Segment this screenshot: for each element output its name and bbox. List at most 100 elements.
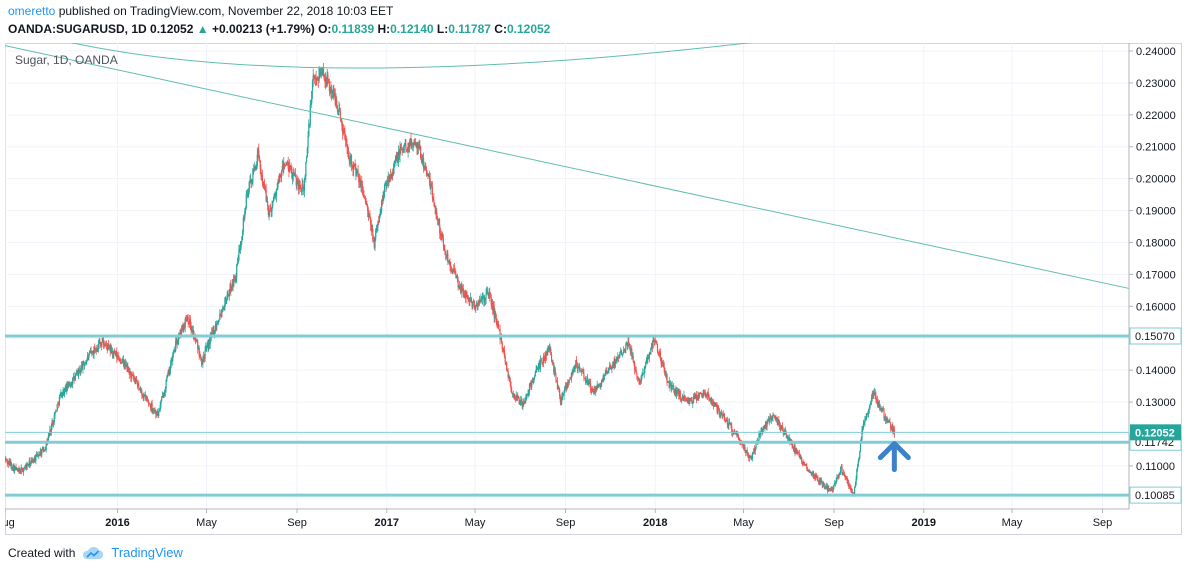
candle-body[interactable]: [296, 181, 298, 186]
candle-body[interactable]: [657, 351, 659, 354]
candle-body[interactable]: [116, 355, 119, 359]
candle-body[interactable]: [416, 143, 418, 149]
candle-body[interactable]: [102, 340, 104, 343]
candle-body[interactable]: [660, 359, 662, 364]
candle-body[interactable]: [405, 144, 407, 150]
candle-body[interactable]: [862, 428, 864, 430]
candle-body[interactable]: [399, 146, 401, 157]
candle-body[interactable]: [812, 471, 814, 474]
candle-body[interactable]: [159, 404, 161, 411]
candle-body[interactable]: [101, 342, 103, 344]
candle-body[interactable]: [72, 377, 74, 385]
candle-body[interactable]: [282, 166, 284, 169]
candle-body[interactable]: [468, 299, 470, 301]
candle-body[interactable]: [676, 390, 678, 393]
candle-body[interactable]: [722, 415, 724, 417]
candle-body[interactable]: [817, 477, 819, 482]
candle-body[interactable]: [525, 397, 527, 399]
candle-body[interactable]: [373, 241, 375, 248]
candle-body[interactable]: [523, 401, 525, 404]
candle-body[interactable]: [562, 395, 564, 397]
candle-body[interactable]: [553, 362, 555, 373]
candle-body[interactable]: [30, 459, 33, 463]
candle-body[interactable]: [735, 432, 737, 435]
candle-body[interactable]: [738, 438, 740, 440]
candle-body[interactable]: [414, 141, 416, 143]
candle-body[interactable]: [50, 425, 52, 433]
candle-body[interactable]: [529, 382, 531, 385]
candle-body[interactable]: [164, 392, 166, 395]
candle-body[interactable]: [240, 242, 242, 247]
candle-body[interactable]: [879, 408, 881, 409]
candle-body[interactable]: [824, 486, 826, 488]
candle-body[interactable]: [520, 400, 522, 403]
candle-body[interactable]: [592, 388, 594, 392]
candle-body[interactable]: [479, 300, 481, 301]
candle-body[interactable]: [223, 307, 225, 310]
candle-body[interactable]: [557, 387, 559, 390]
candle-body[interactable]: [397, 154, 399, 162]
candle-body[interactable]: [685, 400, 687, 401]
candle-body[interactable]: [331, 91, 333, 94]
candle-body[interactable]: [890, 422, 892, 429]
candle-body[interactable]: [751, 456, 753, 459]
candle-body[interactable]: [78, 368, 80, 371]
candle-body[interactable]: [664, 368, 666, 375]
candle-body[interactable]: [271, 205, 273, 212]
candle-body[interactable]: [418, 144, 420, 147]
candle-body[interactable]: [859, 443, 862, 452]
candle-body[interactable]: [473, 300, 475, 307]
candle-body[interactable]: [408, 142, 411, 149]
candle-body[interactable]: [36, 453, 38, 456]
candle-body[interactable]: [541, 360, 543, 363]
candle-body[interactable]: [428, 173, 431, 180]
candle-body[interactable]: [521, 401, 523, 406]
candle-body[interactable]: [491, 302, 493, 305]
candle-body[interactable]: [759, 431, 762, 435]
candle-body[interactable]: [666, 374, 668, 383]
candle-body[interactable]: [228, 295, 230, 297]
candle-body[interactable]: [748, 455, 751, 459]
candle-body[interactable]: [150, 404, 152, 409]
candle-body[interactable]: [411, 144, 413, 146]
candle-body[interactable]: [550, 349, 552, 355]
candle-body[interactable]: [684, 399, 687, 401]
candle-body[interactable]: [55, 410, 58, 412]
candle-body[interactable]: [447, 260, 450, 262]
candle-body[interactable]: [261, 175, 264, 184]
candle-body[interactable]: [162, 395, 164, 398]
candle-body[interactable]: [726, 419, 728, 420]
candle-body[interactable]: [224, 297, 226, 308]
drawings[interactable]: [5, 43, 1130, 497]
candle-body[interactable]: [389, 174, 392, 179]
candle-body[interactable]: [658, 353, 660, 355]
candle-body[interactable]: [873, 392, 875, 396]
candle-body[interactable]: [191, 330, 193, 333]
candle-body[interactable]: [228, 289, 230, 296]
candle-body[interactable]: [837, 476, 839, 477]
candle-body[interactable]: [153, 410, 155, 412]
candle-body[interactable]: [94, 346, 96, 351]
candle-body[interactable]: [565, 385, 567, 388]
candle-body[interactable]: [467, 297, 469, 299]
candle-body[interactable]: [286, 163, 288, 165]
candle-body[interactable]: [346, 143, 348, 149]
candle-body[interactable]: [864, 418, 866, 423]
candle-body[interactable]: [289, 165, 291, 172]
candle-body[interactable]: [586, 377, 588, 381]
candle-body[interactable]: [16, 468, 18, 471]
chart-frame[interactable]: 0.24000 0.23000 0.22000 0.21000 0.20000 0.190…: [5, 43, 1182, 535]
candle-body[interactable]: [364, 197, 366, 199]
candle-body[interactable]: [343, 130, 345, 132]
candle-body[interactable]: [469, 300, 471, 302]
candle-body[interactable]: [16, 468, 19, 472]
candle-body[interactable]: [775, 416, 777, 421]
candle-body[interactable]: [254, 166, 256, 168]
candle-body[interactable]: [152, 409, 155, 411]
candle-body[interactable]: [625, 344, 627, 350]
candle-body[interactable]: [256, 154, 258, 166]
candle-body[interactable]: [221, 310, 223, 312]
candle-body[interactable]: [542, 356, 545, 364]
candle-body[interactable]: [620, 350, 623, 355]
candle-body[interactable]: [500, 338, 502, 340]
